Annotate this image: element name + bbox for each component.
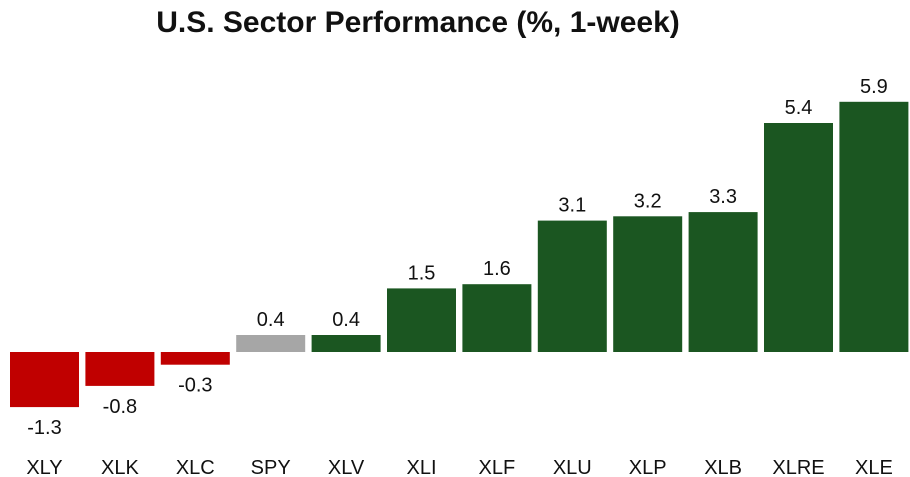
- category-label-xlc: XLC: [176, 457, 215, 477]
- value-label-xly: -1.3: [27, 417, 61, 439]
- category-label-xlb: XLB: [704, 457, 742, 477]
- bar-xle: [839, 101, 909, 352]
- value-label-xlf: 1.6: [483, 258, 511, 280]
- category-label-spy: SPY: [251, 457, 291, 477]
- value-label-xlc: -0.3: [178, 375, 212, 397]
- bar-xlu: [537, 220, 607, 352]
- category-label-xle: XLE: [855, 457, 893, 477]
- category-labels-group: XLY XLK XLC SPY XLV XLI XLF XLU XLP XLB XLRE XLE: [26, 457, 892, 477]
- bar-xlre: [764, 123, 833, 352]
- value-label-xlre: 5.4: [785, 97, 813, 119]
- bar-xlc: [160, 352, 230, 365]
- bar-xlv: [311, 335, 381, 352]
- bar-xlf: [462, 284, 532, 352]
- value-label-xlv: 0.4: [332, 309, 360, 331]
- category-label-xlf: XLF: [479, 457, 516, 477]
- category-label-xlv: XLV: [328, 457, 365, 477]
- value-label-xlb: 3.3: [709, 186, 737, 208]
- bar-xli: [387, 288, 456, 352]
- bar-xlk: [85, 352, 155, 386]
- category-label-xli: XLI: [406, 457, 436, 477]
- value-label-xlu: 3.1: [558, 195, 586, 217]
- value-label-xlp: 3.2: [634, 190, 662, 212]
- bar-xlp: [613, 216, 683, 352]
- bar-spy: [236, 335, 306, 352]
- value-label-xli: 1.5: [408, 262, 436, 284]
- chart-title: U.S. Sector Performance (%, 1-week): [156, 6, 680, 39]
- bar-xly: [10, 352, 79, 408]
- bar-xlb: [688, 212, 758, 352]
- category-label-xlp: XLP: [629, 457, 667, 477]
- category-label-xly: XLY: [26, 457, 62, 477]
- value-labels-group: -1.3 -0.8 -0.3 0.4 0.4 1.5 1.6 3.1 3.2 3.3 5.4 5.9: [27, 76, 888, 439]
- value-label-xlk: -0.8: [103, 396, 137, 418]
- bars-group: [10, 101, 909, 408]
- value-label-spy: 0.4: [257, 309, 285, 331]
- category-label-xlk: XLK: [101, 457, 139, 477]
- value-label-xle: 5.9: [860, 76, 888, 98]
- category-label-xlre: XLRE: [772, 457, 824, 477]
- category-label-xlu: XLU: [553, 457, 592, 477]
